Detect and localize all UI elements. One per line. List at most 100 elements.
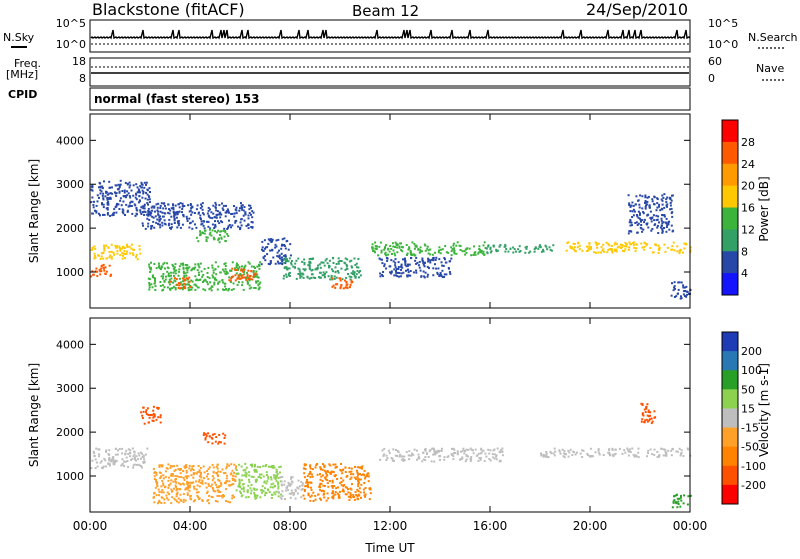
heatmap-cell-4 — [239, 490, 241, 493]
heatmap-cell-1 — [142, 406, 145, 409]
heatmap-cell-6 — [327, 497, 330, 500]
heatmap-cell-3 — [216, 467, 219, 470]
heatmap-cell-15 — [634, 203, 637, 206]
heatmap-cell-13 — [492, 245, 495, 248]
heatmap-cell-6 — [238, 277, 241, 280]
heatmap-cell-15 — [627, 194, 630, 197]
heatmap-cell-9 — [307, 264, 310, 267]
heatmap-cell-11 — [396, 246, 399, 249]
heatmap-cell-4 — [256, 280, 259, 283]
heatmap-cell-3 — [161, 479, 164, 482]
heatmap-cell-4 — [147, 277, 150, 280]
heatmap-cell-12 — [407, 263, 409, 266]
heatmap-cell-3 — [228, 464, 231, 467]
heatmap-cell-9 — [283, 274, 286, 277]
heatmap-cell-4 — [162, 275, 165, 278]
heatmap-cell-12 — [439, 273, 442, 276]
heatmap-cell-15 — [662, 214, 665, 217]
heatmap-cell-4 — [259, 281, 262, 284]
heatmap-cell-7 — [410, 454, 413, 457]
heatmap-cell-2 — [207, 432, 210, 435]
heatmap-cell-7 — [403, 455, 406, 458]
heatmap-cell-0 — [98, 453, 101, 456]
heatmap-cell-0 — [110, 458, 113, 461]
heatmap-cell-4 — [174, 288, 177, 291]
heatmap-cell-0 — [131, 252, 134, 255]
heatmap-cell-6 — [349, 492, 352, 495]
heatmap-cell-3 — [195, 208, 198, 211]
freq-right-tick-bottom: 0 — [708, 72, 715, 85]
heatmap-cell-4 — [221, 279, 224, 282]
heatmap-cell-3 — [197, 212, 200, 215]
heatmap-cell-4 — [253, 286, 256, 289]
heatmap-cell-7 — [427, 456, 430, 458]
heatmap-cell-3 — [218, 222, 221, 225]
heatmap-cell-14 — [618, 245, 621, 248]
heatmap-cell-12 — [436, 273, 439, 276]
heatmap-cell-0 — [131, 447, 134, 450]
heatmap-cell-3 — [198, 497, 201, 500]
heatmap-cell-7 — [488, 452, 491, 455]
heatmap-cell-6 — [323, 464, 326, 467]
heatmap-cell-3 — [183, 483, 186, 486]
heatmap-cell-3 — [169, 482, 172, 485]
heatmap-cell-15 — [656, 197, 659, 200]
heatmap-cell-3 — [181, 211, 183, 214]
heatmap-cell-4 — [187, 286, 190, 289]
heatmap-cell-8 — [267, 242, 270, 245]
heatmap-cell-4 — [247, 484, 250, 487]
heatmap-cell-6 — [339, 468, 342, 471]
heatmap-cell-6 — [368, 498, 371, 501]
heatmap-cell-10 — [350, 279, 353, 282]
heatmap-cell-7 — [214, 230, 216, 233]
heatmap-cell-2 — [115, 194, 118, 197]
heatmap-cell-10 — [339, 286, 342, 289]
heatmap-cell-6 — [315, 464, 318, 467]
heatmap-cell-9 — [642, 414, 645, 417]
heatmap-cell-0 — [135, 463, 138, 466]
heatmap-cell-1 — [152, 420, 155, 422]
heatmap-cell-6 — [355, 494, 358, 496]
heatmap-cell-8 — [559, 452, 562, 455]
heatmap-cell-9 — [649, 414, 652, 417]
heatmap-cell-4 — [256, 465, 259, 468]
heatmap-cell-13 — [489, 246, 492, 249]
heatmap-cell-15 — [639, 218, 642, 221]
heatmap-cell-6 — [353, 496, 355, 499]
heatmap-cell-4 — [172, 267, 175, 270]
heatmap-cell-4 — [249, 463, 252, 466]
heatmap-cell-6 — [342, 485, 345, 488]
heatmap-cell-4 — [278, 466, 281, 469]
heatmap-cell-11 — [456, 241, 459, 244]
heatmap-cell-7 — [452, 447, 455, 450]
heatmap-cell-3 — [161, 464, 164, 467]
heatmap-cell-4 — [194, 266, 197, 269]
heatmap-cell-2 — [130, 200, 133, 203]
heatmap-cell-3 — [189, 495, 192, 498]
heatmap-cell-0 — [110, 255, 113, 258]
heatmap-cell-2 — [109, 192, 112, 195]
heatmap-cell-3 — [211, 483, 214, 486]
heatmap-cell-12 — [385, 257, 388, 259]
heatmap-cell-8 — [671, 447, 674, 450]
heatmap-cell-11 — [374, 251, 376, 254]
heatmap-cell-3 — [163, 202, 166, 205]
heatmap-cell-0 — [135, 253, 138, 256]
heatmap-cell-14 — [625, 243, 628, 246]
heatmap-cell-5 — [183, 282, 186, 285]
heatmap-cell-15 — [662, 221, 665, 224]
heatmap-cell-9 — [357, 258, 360, 260]
heatmap-cell-4 — [247, 277, 250, 279]
heatmap-cell-11 — [387, 253, 390, 256]
heatmap-cell-7 — [205, 240, 208, 242]
heatmap-cell-2 — [102, 206, 105, 209]
heatmap-cell-14 — [651, 251, 654, 254]
heatmap-cell-8 — [667, 449, 670, 452]
heatmap-cell-2 — [118, 186, 121, 189]
heatmap-cell-4 — [224, 265, 227, 267]
heatmap-cell-3 — [239, 221, 242, 224]
heatmap-cell-6 — [323, 466, 326, 469]
heatmap-cell-4 — [277, 487, 280, 490]
heatmap-cell-5 — [291, 491, 294, 494]
heatmap-cell-8 — [637, 447, 640, 450]
